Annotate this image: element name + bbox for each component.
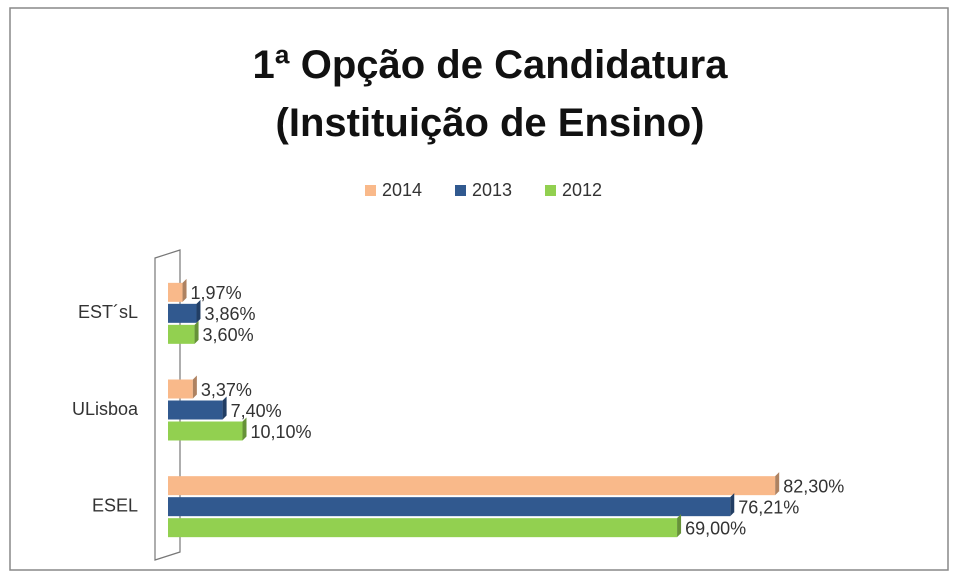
bar-side <box>194 320 199 344</box>
bar <box>168 514 682 538</box>
bar <box>168 493 735 517</box>
value-label: 76,21% <box>738 497 799 517</box>
value-label: 3,60% <box>203 325 254 345</box>
value-label: 69,00% <box>685 518 746 538</box>
value-label: 7,40% <box>231 401 282 421</box>
bar-face <box>168 282 183 302</box>
chart-title: 1ª Opção de Candidatura (Instituição de … <box>252 43 728 145</box>
bar <box>168 299 201 323</box>
bar-side <box>222 396 227 420</box>
bar-face <box>168 476 776 496</box>
bar-face <box>168 400 223 420</box>
legend-swatch <box>455 185 466 196</box>
bar-side <box>242 417 247 441</box>
bar-face <box>168 518 678 538</box>
y-tick-label: ULisboa <box>72 399 139 419</box>
y-tick-label: ESEL <box>92 495 138 515</box>
bar <box>168 278 187 302</box>
bar-face <box>168 379 193 399</box>
bar-side <box>677 514 682 538</box>
legend-swatch <box>545 185 556 196</box>
value-label: 1,97% <box>191 283 242 303</box>
bar-side <box>182 278 187 302</box>
value-label: 3,86% <box>204 304 255 324</box>
value-label: 3,37% <box>201 380 252 400</box>
bar <box>168 472 780 496</box>
legend-label: 2014 <box>382 180 422 200</box>
legend-swatch <box>365 185 376 196</box>
bar-side <box>730 493 735 517</box>
bar-face <box>168 303 197 323</box>
bar-side <box>196 299 201 323</box>
bar-face <box>168 497 731 517</box>
bar <box>168 375 197 399</box>
bar-face <box>168 324 195 344</box>
legend-label: 2013 <box>472 180 512 200</box>
bar <box>168 320 199 344</box>
value-label: 10,10% <box>251 422 312 442</box>
value-label: 82,30% <box>783 476 844 496</box>
bar-face <box>168 421 243 441</box>
bar <box>168 417 247 441</box>
y-tick-label: EST´sL <box>78 302 138 322</box>
bar <box>168 396 227 420</box>
bar-side <box>192 375 197 399</box>
legend-label: 2012 <box>562 180 602 200</box>
bar-side <box>775 472 780 496</box>
